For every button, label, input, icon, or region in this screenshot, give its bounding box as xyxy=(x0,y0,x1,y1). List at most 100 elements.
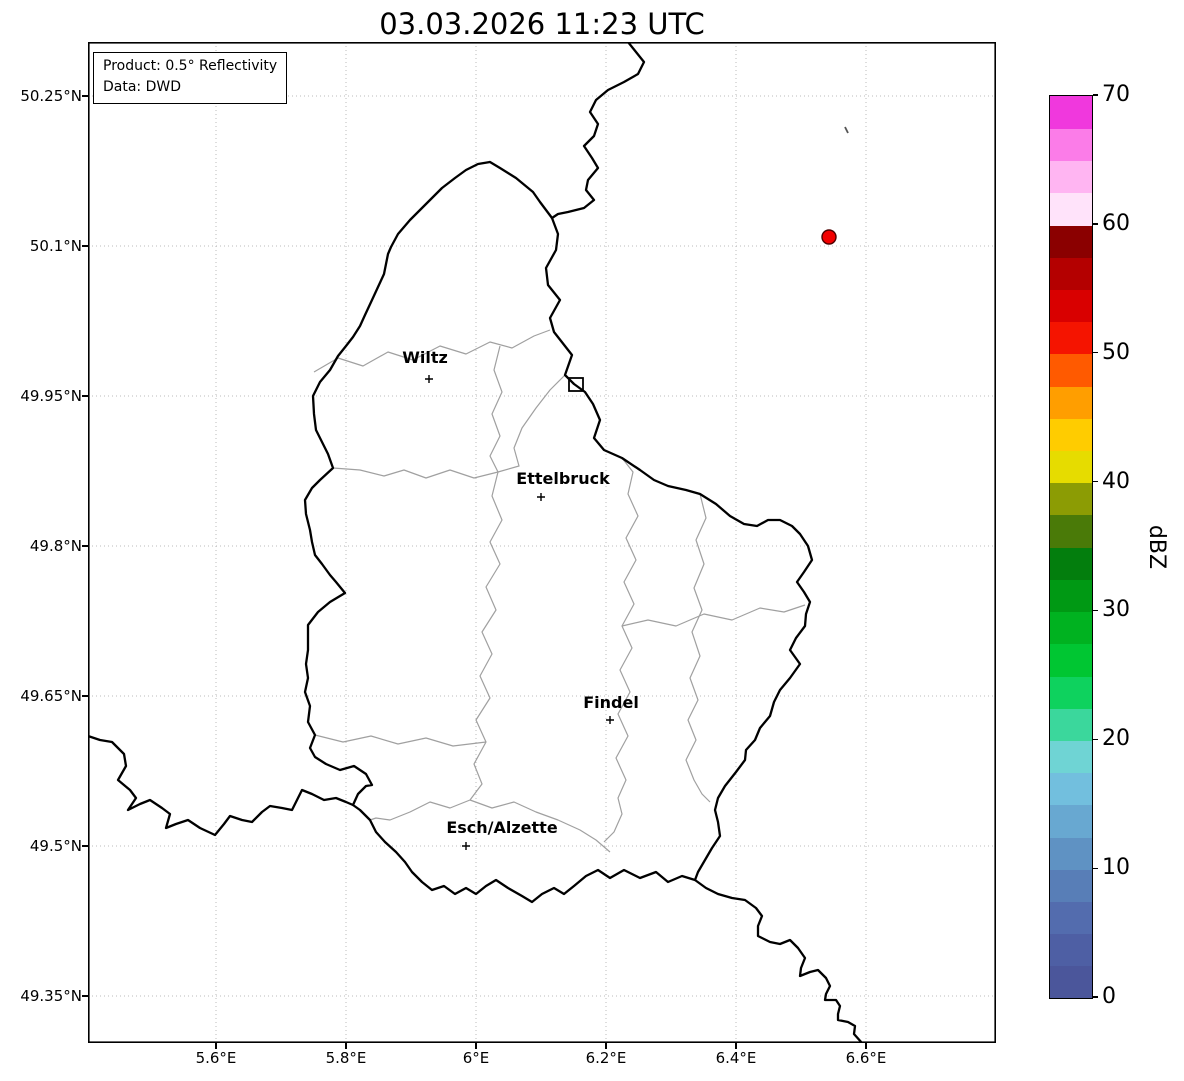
city-plus-marker xyxy=(425,375,433,383)
district-border-line xyxy=(685,493,711,803)
city-plus-marker xyxy=(606,716,614,724)
city-markers: Wiltz Ettelbruck Findel Esch/Alzette xyxy=(402,348,639,850)
district-border-line xyxy=(469,471,503,801)
colorbar-band xyxy=(1050,514,1092,548)
radar-echo-points xyxy=(821,126,849,245)
district-borders xyxy=(313,329,806,853)
colorbar-band xyxy=(1050,901,1092,935)
colorbar-band xyxy=(1050,160,1092,194)
colorbar-band xyxy=(1050,804,1092,838)
colorbar-tick-label: 20 xyxy=(1102,726,1130,752)
district-border-line xyxy=(603,457,639,843)
colorbar-band xyxy=(1050,965,1092,998)
district-border-line xyxy=(489,345,503,473)
colorbar-band xyxy=(1050,836,1092,870)
x-tick-mark xyxy=(865,1043,867,1049)
y-tick-mark xyxy=(82,245,88,247)
colorbar-tick-mark xyxy=(1093,996,1098,998)
colorbar-tick-mark xyxy=(1093,480,1098,483)
y-tick-label: 49.8°N xyxy=(29,537,82,555)
y-tick-mark xyxy=(82,545,88,547)
colorbar-band xyxy=(1050,740,1092,774)
colorbar-band xyxy=(1050,547,1092,580)
colorbar-tick-label: 10 xyxy=(1102,855,1130,881)
colorbar-band xyxy=(1050,385,1092,419)
colorbar-band xyxy=(1050,96,1092,129)
colorbar-band xyxy=(1050,869,1092,903)
grid-lines xyxy=(88,42,996,1043)
y-tick-mark xyxy=(82,695,88,697)
colorbar-band xyxy=(1050,933,1092,967)
y-tick-label: 49.5°N xyxy=(29,837,82,855)
city-label: Esch/Alzette xyxy=(446,818,558,837)
district-border-line xyxy=(621,604,806,627)
colorbar-band xyxy=(1050,611,1092,645)
plot-frame xyxy=(88,42,996,1043)
y-tick-label: 50.1°N xyxy=(29,237,82,255)
radar-echo-dot xyxy=(821,229,837,245)
district-border-line xyxy=(369,799,471,821)
colorbar-band xyxy=(1050,708,1092,741)
product-info-line1: Product: 0.5° Reflectivity xyxy=(103,58,278,74)
colorbar-band xyxy=(1050,482,1092,516)
y-tick-mark xyxy=(82,845,88,847)
y-tick-label: 49.95°N xyxy=(20,387,82,405)
colorbar-band xyxy=(1050,321,1092,355)
radar-artifact-speck xyxy=(844,126,849,134)
france-germany-border xyxy=(693,878,864,1043)
colorbar-tick-mark xyxy=(1093,223,1098,225)
y-tick-label: 49.65°N xyxy=(20,687,82,705)
colorbar-tick-mark xyxy=(1093,867,1098,869)
y-tick-mark xyxy=(82,95,88,97)
colorbar-tick-label: 70 xyxy=(1102,82,1130,107)
colorbar-tick-mark xyxy=(1093,94,1098,96)
country-borders xyxy=(88,42,864,1043)
x-tick-label: 6.6°E xyxy=(845,1049,887,1067)
product-info-line2: Data: DWD xyxy=(103,79,181,95)
x-tick-label: 6.2°E xyxy=(585,1049,627,1067)
colorbar-band xyxy=(1050,579,1092,613)
colorbar-tick-label: 60 xyxy=(1102,210,1130,236)
district-border-line xyxy=(497,374,566,473)
colorbar-band xyxy=(1050,289,1092,323)
colorbar-tick-label: 30 xyxy=(1102,597,1130,623)
city-label: Ettelbruck xyxy=(516,469,610,488)
colorbar-band xyxy=(1050,450,1092,484)
city-label: Wiltz xyxy=(402,348,448,367)
city-label: Findel xyxy=(583,693,639,712)
x-tick-mark xyxy=(215,1043,217,1049)
x-tick-mark xyxy=(345,1043,347,1049)
district-border-line xyxy=(332,467,499,479)
colorbar-band xyxy=(1050,772,1092,806)
x-tick-label: 6°E xyxy=(462,1049,490,1067)
district-border-line xyxy=(469,799,611,853)
x-tick-label: 5.8°E xyxy=(325,1049,367,1067)
city-plus-marker xyxy=(462,842,470,850)
y-tick-mark xyxy=(82,995,88,997)
y-tick-label: 50.25°N xyxy=(20,87,82,105)
figure-title: 03.03.2026 11:23 UTC xyxy=(379,7,705,41)
colorbar-tick-mark xyxy=(1093,609,1098,612)
colorbar-band xyxy=(1050,353,1092,387)
belgium-germany-border xyxy=(550,42,646,220)
y-tick-mark xyxy=(82,395,88,397)
colorbar-band xyxy=(1050,128,1092,162)
district-border-line xyxy=(313,329,551,373)
x-tick-label: 6.4°E xyxy=(715,1049,757,1067)
colorbar-band xyxy=(1050,224,1092,258)
colorbar-tick-label: 40 xyxy=(1102,468,1130,494)
luxembourg-border xyxy=(303,160,814,904)
map-plot-area: Wiltz Ettelbruck Findel Esch/Alzette xyxy=(88,42,996,1043)
x-tick-mark xyxy=(735,1043,737,1049)
colorbar-tick-label: 0 xyxy=(1102,984,1116,1009)
colorbar-band xyxy=(1050,257,1092,290)
colorbar-band xyxy=(1050,643,1092,677)
y-tick-label: 49.35°N xyxy=(20,987,82,1005)
colorbar-tick-mark xyxy=(1093,352,1098,354)
colorbar-band xyxy=(1050,192,1092,226)
product-info-box: Product: 0.5° Reflectivity Data: DWD xyxy=(93,52,288,104)
colorbar-tick-label: 50 xyxy=(1102,339,1130,365)
colorbar-band xyxy=(1050,418,1092,452)
colorbar-tick-mark xyxy=(1093,738,1098,740)
